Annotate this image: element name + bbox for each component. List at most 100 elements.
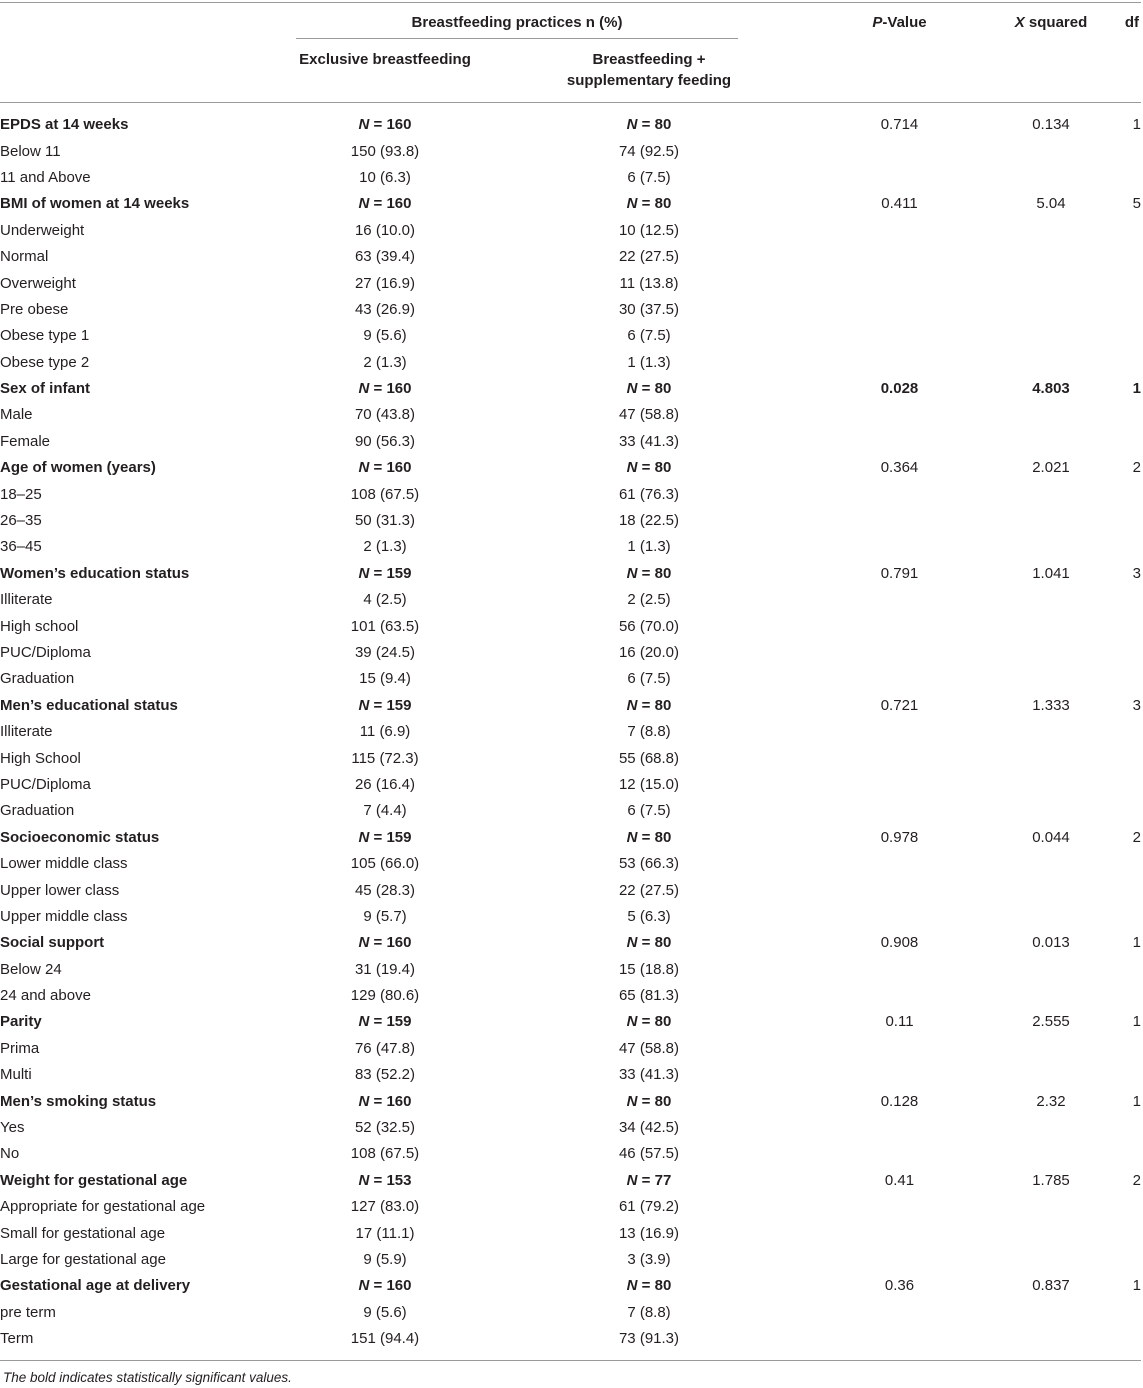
table-group-row: Parity N = 159 N = 80 0.11 2.555 1 bbox=[0, 1009, 1141, 1035]
p-value: 0.128 bbox=[880, 1092, 919, 1110]
row-label: Parity bbox=[0, 1013, 42, 1031]
col-header-p-rest: -Value bbox=[882, 14, 927, 31]
supplementary-value: 33 (41.3) bbox=[618, 1066, 680, 1084]
n-prefix: N bbox=[626, 1013, 638, 1031]
exclusive-value: 52 (32.5) bbox=[354, 1119, 416, 1137]
supplementary-value: 3 (3.9) bbox=[627, 1250, 671, 1268]
exclusive-value: 10 (6.3) bbox=[359, 168, 411, 186]
table-footnote: The bold indicates statistically signifi… bbox=[3, 1370, 292, 1385]
n-equals: = bbox=[637, 1171, 655, 1189]
exclusive-value: 2 (1.3) bbox=[363, 353, 407, 371]
table-row: Small for gestational age 17 (11.1) 13 (16… bbox=[0, 1220, 1141, 1246]
df-value bbox=[1127, 957, 1141, 983]
exclusive-value: 105 (66.0) bbox=[350, 855, 420, 873]
df-value: 1 bbox=[1132, 116, 1141, 134]
col-header-supplementary-line2: supplementary feeding bbox=[566, 72, 732, 89]
row-label: BMI of women at 14 weeks bbox=[0, 195, 190, 213]
df-value bbox=[1127, 904, 1141, 930]
n-equals: = bbox=[637, 1277, 655, 1295]
x-squared-value bbox=[975, 297, 1127, 323]
exclusive-value: 127 (83.0) bbox=[350, 1198, 420, 1216]
x-squared-value: 2.555 bbox=[1032, 1013, 1070, 1031]
n-prefix: N bbox=[626, 564, 638, 582]
exclusive-value: 26 (16.4) bbox=[354, 775, 416, 793]
p-value bbox=[824, 534, 975, 560]
x-squared-value bbox=[975, 1194, 1127, 1220]
n-value: 80 bbox=[654, 828, 672, 846]
row-label: Appropriate for gestational age bbox=[0, 1198, 206, 1216]
n-value: 159 bbox=[386, 828, 412, 846]
exclusive-value: N = 160 bbox=[296, 1273, 474, 1299]
supplementary-value: 47 (58.8) bbox=[618, 406, 680, 424]
n-value: 80 bbox=[654, 380, 672, 398]
row-label: Upper lower class bbox=[0, 881, 120, 899]
df-value bbox=[1127, 666, 1141, 692]
table-row: High School 115 (72.3) 55 (68.8) bbox=[0, 745, 1141, 771]
n-prefix: N bbox=[626, 934, 638, 952]
table-row: Appropriate for gestational age 127 (83.0… bbox=[0, 1194, 1141, 1220]
col-header-p-value: P-Value bbox=[824, 12, 975, 33]
supplementary-value: N = 80 bbox=[474, 825, 824, 851]
supplementary-value: 12 (15.0) bbox=[618, 775, 680, 793]
supplementary-value: 11 (13.8) bbox=[619, 274, 679, 292]
n-prefix: N bbox=[358, 828, 370, 846]
col-header-exclusive: Exclusive breastfeeding bbox=[299, 51, 471, 68]
row-label: Underweight bbox=[0, 221, 85, 239]
supplementary-value: 7 (8.8) bbox=[627, 1303, 671, 1321]
exclusive-value: N = 160 bbox=[296, 191, 474, 217]
exclusive-value: N = 160 bbox=[296, 1088, 474, 1114]
n-value: 80 bbox=[654, 934, 672, 952]
supplementary-value: 61 (76.3) bbox=[618, 485, 680, 503]
x-squared-value bbox=[975, 1326, 1127, 1352]
p-value bbox=[824, 877, 975, 903]
col-header-x-rest: squared bbox=[1024, 14, 1088, 31]
p-value bbox=[824, 323, 975, 349]
table-row: Illiterate 11 (6.9) 7 (8.8) bbox=[0, 719, 1141, 745]
df-value bbox=[1127, 851, 1141, 877]
row-label: Women’s education status bbox=[0, 564, 190, 582]
df-value bbox=[1127, 877, 1141, 903]
table-row: Below 24 31 (19.4) 15 (18.8) bbox=[0, 957, 1141, 983]
table-row: Graduation 7 (4.4) 6 (7.5) bbox=[0, 798, 1141, 824]
table-row: Normal 63 (39.4) 22 (27.5) bbox=[0, 244, 1141, 270]
x-squared-value bbox=[975, 983, 1127, 1009]
row-label: PUC/Diploma bbox=[0, 644, 91, 661]
supplementary-value: 47 (58.8) bbox=[618, 1039, 680, 1057]
supplementary-value: 1 (1.3) bbox=[627, 538, 671, 556]
n-equals: = bbox=[637, 564, 655, 582]
exclusive-value: 63 (39.4) bbox=[354, 248, 416, 266]
n-prefix: N bbox=[358, 1013, 370, 1031]
table-row: Term 151 (94.4) 73 (91.3) bbox=[0, 1326, 1141, 1352]
n-equals: = bbox=[369, 459, 387, 477]
x-squared-value bbox=[975, 904, 1127, 930]
table-row: Illiterate 4 (2.5) 2 (2.5) bbox=[0, 587, 1141, 613]
row-label: Male bbox=[0, 406, 33, 424]
x-squared-value bbox=[975, 270, 1127, 296]
x-squared-value bbox=[975, 957, 1127, 983]
exclusive-value: 7 (4.4) bbox=[363, 802, 407, 820]
x-squared-value: 0.013 bbox=[1032, 934, 1070, 952]
p-value bbox=[824, 481, 975, 507]
p-value: 0.714 bbox=[880, 116, 919, 134]
table-group-row: Women’s education status N = 159 N = 80 0.7… bbox=[0, 561, 1141, 587]
row-label: Social support bbox=[0, 934, 105, 952]
supplementary-value: 22 (27.5) bbox=[618, 881, 680, 899]
df-value bbox=[1127, 481, 1141, 507]
table-row: Female 90 (56.3) 33 (41.3) bbox=[0, 429, 1141, 455]
supplementary-value: 33 (41.3) bbox=[618, 432, 680, 450]
df-value bbox=[1127, 1036, 1141, 1062]
n-prefix: N bbox=[358, 696, 370, 714]
row-label: High school bbox=[0, 617, 79, 635]
x-squared-value bbox=[975, 534, 1127, 560]
n-value: 160 bbox=[386, 195, 412, 213]
group-header: Breastfeeding practices n (%) bbox=[411, 14, 623, 31]
table-row: Large for gestational age 9 (5.9) 3 (3.9) bbox=[0, 1247, 1141, 1273]
n-value: 80 bbox=[654, 195, 672, 213]
p-value: 0.908 bbox=[880, 934, 919, 952]
exclusive-value: 83 (52.2) bbox=[354, 1066, 416, 1084]
table-body: EPDS at 14 weeks N = 160 N = 80 0.714 0.134 1… bbox=[0, 112, 1141, 1352]
row-label: Illiterate bbox=[0, 723, 53, 741]
p-value bbox=[824, 719, 975, 745]
n-prefix: N bbox=[626, 1171, 638, 1189]
row-label: Below 11 bbox=[0, 142, 61, 160]
